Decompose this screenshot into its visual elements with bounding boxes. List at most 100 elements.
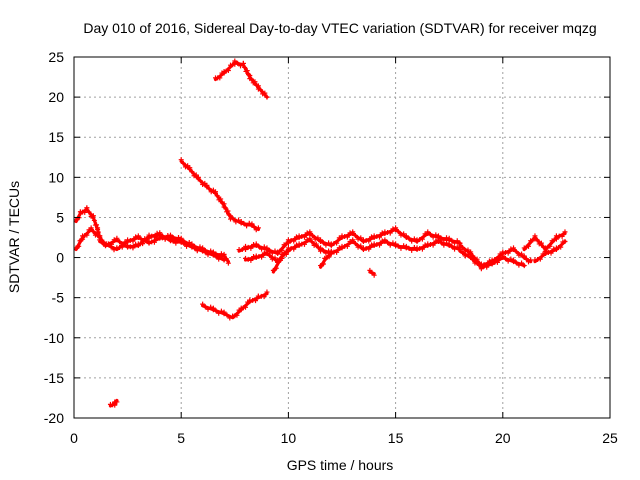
data-point — [465, 247, 471, 253]
data-point — [178, 238, 184, 244]
data-point — [264, 94, 270, 100]
data-point — [210, 251, 216, 257]
data-point — [334, 240, 340, 246]
data-point — [213, 308, 219, 314]
data-point — [320, 248, 326, 254]
data-point — [246, 220, 252, 226]
data-point — [425, 229, 431, 235]
data-point — [261, 294, 267, 300]
data-point — [243, 243, 249, 249]
data-point — [484, 264, 490, 270]
data-point — [526, 243, 532, 249]
data-point — [350, 237, 356, 243]
data-point — [225, 260, 231, 266]
x-tick-label: 0 — [70, 430, 78, 446]
data-point — [251, 224, 257, 230]
data-point — [401, 231, 407, 237]
data-point — [393, 241, 399, 247]
data-point — [441, 242, 447, 248]
data-point — [559, 233, 565, 239]
y-tick-label: 15 — [48, 129, 64, 145]
data-point — [481, 263, 487, 269]
data-point — [178, 157, 184, 163]
data-point — [258, 87, 264, 93]
data-point — [88, 225, 94, 231]
data-point — [224, 312, 230, 318]
data-point — [519, 251, 525, 257]
data-point — [269, 250, 275, 256]
data-point — [430, 242, 436, 248]
data-point — [259, 254, 265, 260]
data-point — [538, 240, 544, 246]
data-point — [452, 240, 458, 246]
data-point — [468, 253, 474, 259]
data-point — [548, 250, 554, 256]
data-point — [401, 243, 407, 249]
data-point — [269, 256, 275, 262]
x-tick-label: 25 — [602, 430, 618, 446]
data-point — [243, 304, 249, 310]
data-point — [181, 241, 187, 247]
data-point — [100, 240, 106, 246]
data-point — [253, 298, 259, 304]
y-tick-label: 5 — [56, 209, 64, 225]
data-point — [200, 247, 206, 253]
data-point — [449, 238, 455, 244]
data-point — [146, 232, 152, 238]
y-tick-label: -5 — [52, 290, 65, 306]
data-point — [218, 254, 224, 260]
data-point — [478, 263, 484, 269]
data-point — [350, 229, 356, 235]
data-point — [90, 213, 96, 219]
data-point — [283, 251, 289, 257]
data-point — [371, 272, 377, 278]
data-point — [216, 310, 222, 316]
data-point — [307, 235, 313, 241]
x-tick-label: 10 — [281, 430, 297, 446]
data-point — [358, 235, 364, 241]
data-point — [221, 201, 227, 207]
data-point — [285, 247, 291, 253]
data-point — [205, 306, 211, 312]
data-point — [366, 246, 372, 252]
data-point — [251, 242, 257, 248]
y-tick-label: 10 — [48, 169, 64, 185]
data-point — [208, 304, 214, 310]
data-point — [245, 244, 251, 250]
data-point — [230, 216, 236, 222]
data-point — [486, 260, 492, 266]
data-point — [291, 238, 297, 244]
data-point — [267, 248, 273, 254]
data-point — [403, 243, 409, 249]
data-point — [446, 235, 452, 241]
data-point — [227, 315, 233, 321]
data-point — [511, 245, 517, 251]
data-point — [511, 257, 517, 263]
data-point — [194, 248, 200, 254]
data-point — [202, 249, 208, 255]
data-point — [217, 75, 223, 81]
data-point — [315, 235, 321, 241]
data-point — [149, 233, 155, 239]
data-point — [159, 233, 165, 239]
data-point — [409, 247, 415, 253]
data-point — [187, 165, 193, 171]
data-point — [205, 252, 211, 258]
data-point — [355, 236, 361, 242]
data-point — [255, 83, 261, 89]
data-point — [513, 260, 519, 266]
data-point — [170, 238, 176, 244]
data-point — [249, 221, 255, 227]
data-point — [318, 237, 324, 243]
data-point — [419, 246, 425, 252]
data-point — [91, 217, 97, 223]
data-point — [186, 241, 192, 247]
y-tick-label: 20 — [48, 89, 64, 105]
data-point — [189, 169, 195, 175]
data-point — [210, 305, 216, 311]
data-point — [519, 260, 525, 266]
data-point — [457, 241, 463, 247]
data-point — [326, 254, 332, 260]
data-point — [97, 237, 103, 243]
